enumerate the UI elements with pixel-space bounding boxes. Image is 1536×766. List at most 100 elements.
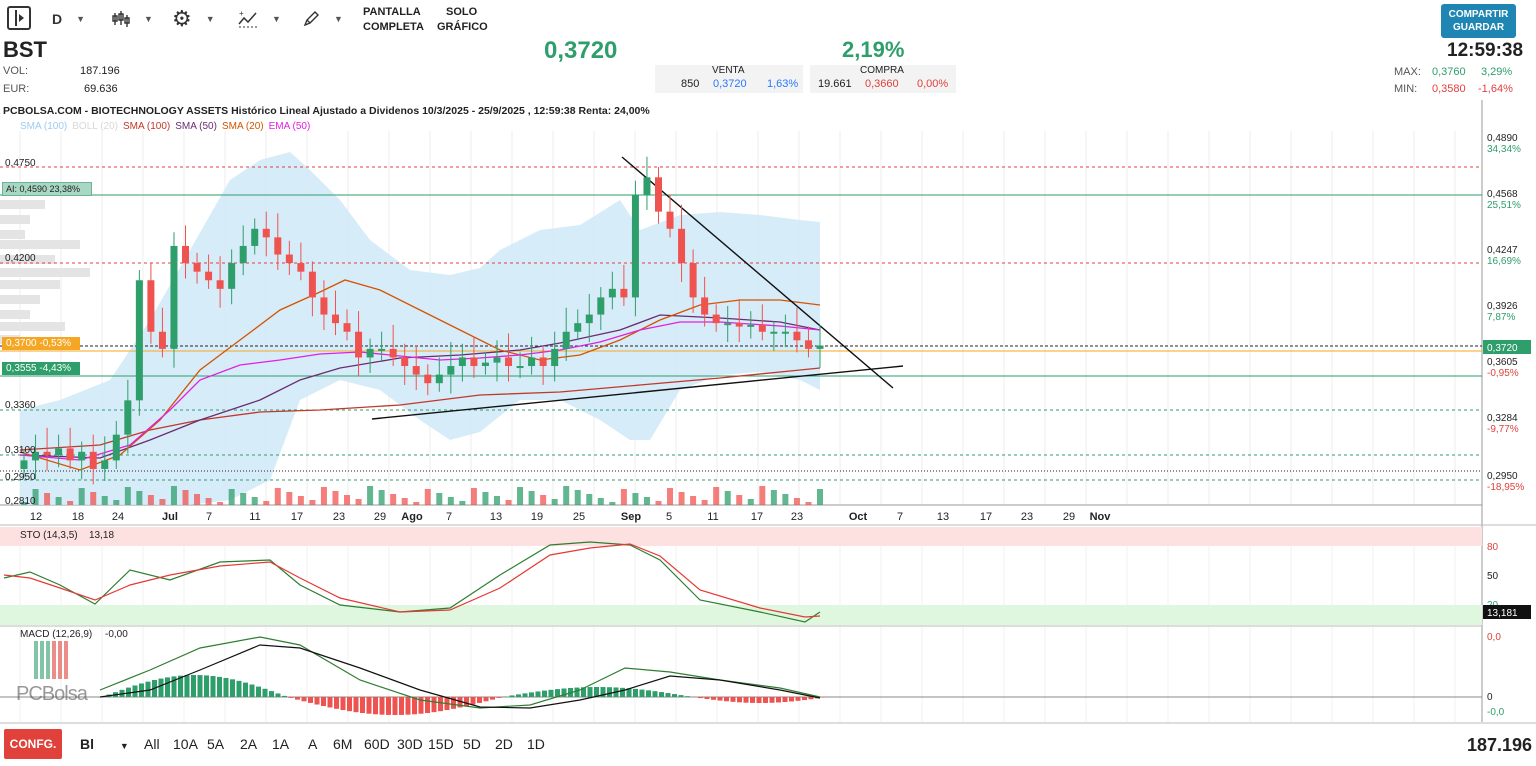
timeframe-1d[interactable]: 1D (527, 736, 545, 752)
candle-body[interactable] (481, 362, 489, 367)
candle-body[interactable] (793, 331, 801, 341)
candle-body[interactable] (758, 324, 766, 332)
candle-body[interactable] (528, 357, 536, 367)
candle-body[interactable] (251, 228, 259, 246)
candle-body[interactable] (205, 271, 213, 281)
candle-body[interactable] (216, 280, 224, 289)
candle-body[interactable] (597, 297, 605, 315)
indicators-select[interactable]: + ▼ (238, 6, 281, 32)
candle-body[interactable] (308, 271, 316, 298)
candle-body[interactable] (124, 400, 132, 435)
candle-body[interactable] (574, 323, 582, 332)
candle-body[interactable] (331, 314, 339, 324)
timeframe-15d[interactable]: 15D (428, 736, 454, 752)
candle-body[interactable] (32, 451, 40, 461)
legend-item[interactable]: SMA (100) (123, 121, 171, 132)
timeframe-all[interactable]: All (144, 736, 160, 752)
candle-body[interactable] (262, 228, 270, 238)
candle-body[interactable] (666, 211, 674, 229)
sidebar-toggle-icon[interactable] (7, 6, 31, 30)
settings-select[interactable]: ⚙ ▼ (172, 6, 215, 32)
candle-body[interactable] (620, 288, 628, 298)
legend-item[interactable]: BOLL (20) (72, 121, 119, 132)
candle-body[interactable] (447, 366, 455, 375)
period-select[interactable]: D ▼ (52, 6, 85, 32)
candle-body[interactable] (182, 245, 190, 264)
candle-body[interactable] (55, 448, 63, 456)
timeframe-5d[interactable]: 5D (463, 736, 481, 752)
candle-body[interactable] (747, 324, 755, 327)
ai-level-tag[interactable]: AI: 0,4590 23,38% (2, 182, 92, 196)
candle-body[interactable] (78, 451, 86, 461)
candle-body[interactable] (320, 297, 328, 315)
config-button[interactable]: CONFG. (4, 729, 62, 759)
candle-body[interactable] (631, 194, 639, 298)
candle-body[interactable] (770, 331, 778, 334)
fullscreen-button[interactable]: PANTALLA COMPLETA (363, 5, 424, 35)
timeframe-1a[interactable]: 1A (272, 736, 290, 752)
candle-body[interactable] (516, 366, 524, 369)
legend-item[interactable]: EMA (50) (268, 121, 311, 132)
timeframe-6m[interactable]: 6M (333, 736, 353, 752)
timeframe-60d[interactable]: 60D (364, 736, 390, 752)
candle-body[interactable] (228, 263, 236, 289)
candle-body[interactable] (735, 323, 743, 327)
candle-body[interactable] (781, 331, 789, 334)
candle-body[interactable] (401, 357, 409, 367)
candle-body[interactable] (112, 434, 120, 461)
candle-body[interactable] (701, 297, 709, 315)
timeframe-30d[interactable]: 30D (397, 736, 423, 752)
candle-body[interactable] (147, 280, 155, 332)
timeframe-2a[interactable]: 2A (240, 736, 258, 752)
candle-body[interactable] (378, 348, 386, 351)
candle-body[interactable] (643, 177, 651, 195)
candle-body[interactable] (135, 280, 143, 401)
drawing-select[interactable]: ▼ (302, 6, 343, 32)
candle-body[interactable] (539, 357, 547, 367)
candle-body[interactable] (678, 228, 686, 264)
candle-body[interactable] (654, 177, 662, 212)
timeframe-2d[interactable]: 2D (495, 736, 513, 752)
legend-item[interactable]: SMA (20) (221, 121, 264, 132)
candle-body[interactable] (608, 288, 616, 298)
candle-body[interactable] (20, 460, 28, 469)
green-level-tag[interactable]: 0,3555 -4,43% (2, 362, 80, 375)
timeframe-5a[interactable]: 5A (207, 736, 225, 752)
candle-body[interactable] (343, 323, 351, 332)
candle-body[interactable] (470, 357, 478, 367)
legend-item[interactable]: SMA (50) (175, 121, 217, 132)
candle-body[interactable] (712, 314, 720, 324)
candle-body[interactable] (89, 451, 97, 469)
candle-body[interactable] (389, 348, 397, 358)
candle-body[interactable] (274, 237, 282, 255)
chart-only-button[interactable]: SOLO GRÁFICO (437, 5, 488, 35)
chart-type-select[interactable]: ▼ (112, 6, 153, 32)
mode-select[interactable]: Bl ▼ (80, 736, 129, 752)
candle-body[interactable] (355, 331, 363, 358)
orange-level-tag[interactable]: 0,3700 -0,53% (2, 337, 80, 350)
candle-body[interactable] (816, 345, 824, 349)
candle-body[interactable] (804, 340, 812, 349)
candle-body[interactable] (158, 331, 166, 349)
candle-body[interactable] (689, 263, 697, 298)
candle-body[interactable] (424, 374, 432, 384)
candle-body[interactable] (412, 366, 420, 375)
candle-body[interactable] (366, 348, 374, 358)
candle-body[interactable] (724, 323, 732, 326)
price-chart[interactable]: 0,4750 0,4200 0,3360 0,3100 0,2950 0,2810 0,48… (0, 100, 1536, 725)
candle-body[interactable] (551, 348, 559, 367)
candle-body[interactable] (170, 245, 178, 349)
share-button[interactable]: COMPARTIR GUARDAR (1441, 4, 1516, 38)
candle-body[interactable] (505, 357, 513, 367)
candle-body[interactable] (493, 357, 501, 363)
timeframe-10a[interactable]: 10A (173, 736, 198, 752)
candle-body[interactable] (193, 263, 201, 272)
candle-body[interactable] (285, 254, 293, 264)
candle-body[interactable] (66, 448, 74, 461)
candle-body[interactable] (562, 331, 570, 349)
candle-body[interactable] (101, 460, 109, 469)
candle-body[interactable] (297, 263, 305, 272)
candle-body[interactable] (435, 374, 443, 384)
candle-body[interactable] (239, 245, 247, 264)
timeframe-a[interactable]: A (308, 736, 318, 752)
